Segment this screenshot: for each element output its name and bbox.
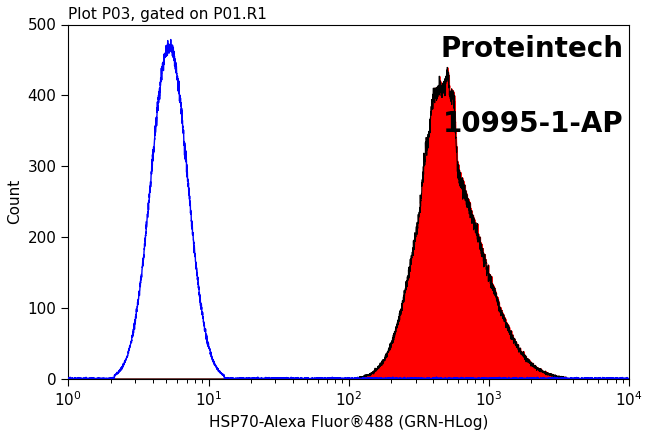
Y-axis label: Count: Count <box>7 179 22 224</box>
Text: Plot P03, gated on P01.R1: Plot P03, gated on P01.R1 <box>68 7 267 22</box>
Text: Proteintech: Proteintech <box>441 35 623 63</box>
X-axis label: HSP70-Alexa Fluor®488 (GRN-HLog): HSP70-Alexa Fluor®488 (GRN-HLog) <box>209 415 488 430</box>
Text: 10995-1-AP: 10995-1-AP <box>443 110 623 138</box>
